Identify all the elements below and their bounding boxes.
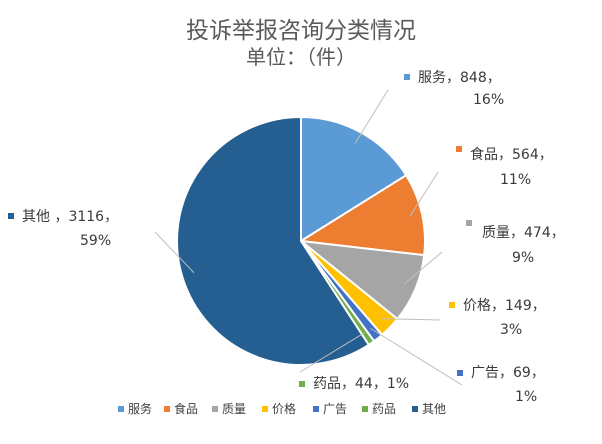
leader-line-7 — [154, 231, 195, 274]
leader-line-5 — [370, 327, 463, 386]
data-label-marker-5 — [457, 370, 463, 376]
data-label-marker-3 — [466, 220, 472, 226]
legend-label-7: 其他 — [422, 402, 446, 416]
data-label-3-line1: 质量，474， — [482, 225, 565, 241]
data-label-4-line1: 价格，149， — [463, 298, 546, 314]
legend-label-5: 广告 — [323, 402, 347, 416]
data-label-6-line1: 药品，44，1% — [313, 376, 409, 392]
legend-label-3: 质量 — [222, 402, 246, 416]
legend-swatch-7 — [412, 406, 418, 412]
data-labels: 服务，848， 16% 食品，564， 11% 质量，474， 9% 价格，149， 3% 广告… — [8, 70, 565, 405]
leader-line-3 — [403, 251, 443, 285]
legend-label-2: 食品 — [174, 401, 198, 416]
legend-swatch-4 — [262, 406, 268, 412]
legend-swatch-1 — [118, 406, 124, 412]
data-label-7-line2: 59% — [80, 233, 111, 249]
legend-label-6: 药品 — [372, 402, 396, 416]
legend: 服务 食品 质量 价格 广告 药品 其他 — [118, 401, 446, 416]
chart-subtitle: 单位：（件） — [246, 45, 356, 69]
data-label-marker-1 — [404, 74, 410, 80]
data-label-4-line2: 3% — [500, 322, 522, 338]
pie-slices — [176, 115, 426, 366]
leader-line-1 — [354, 89, 389, 144]
data-label-marker-4 — [449, 302, 455, 308]
legend-swatch-2 — [164, 406, 170, 412]
leader-line-6 — [299, 332, 365, 373]
pie-slice-2 — [298, 173, 426, 257]
data-label-1-line2: 16% — [473, 92, 504, 108]
data-label-2-line2: 11% — [500, 172, 531, 188]
leader-line-2 — [409, 171, 439, 217]
leader-line-4 — [381, 318, 441, 321]
legend-swatch-3 — [212, 406, 218, 412]
legend-label-4: 价格 — [272, 401, 296, 416]
legend-swatch-6 — [362, 406, 368, 412]
legend-swatch-5 — [313, 406, 319, 412]
data-label-2-line1: 食品，564， — [470, 146, 553, 163]
data-label-7-line1: 其他 ，3116， — [22, 209, 118, 225]
data-label-marker-6 — [299, 381, 305, 387]
data-label-marker-7 — [8, 213, 14, 219]
legend-label-1: 服务 — [128, 401, 152, 416]
data-label-5-line2: 1% — [515, 389, 537, 405]
chart-title: 投诉举报咨询分类情况 — [186, 18, 416, 44]
pie-slice-1 — [300, 115, 408, 243]
data-label-5-line1: 广告，69， — [471, 365, 545, 381]
data-label-marker-2 — [456, 146, 462, 152]
data-label-3-line2: 9% — [512, 250, 534, 266]
leader-lines — [154, 89, 463, 386]
data-label-1-line1: 服务，848， — [418, 70, 501, 86]
pie-slice-7 — [176, 115, 371, 366]
